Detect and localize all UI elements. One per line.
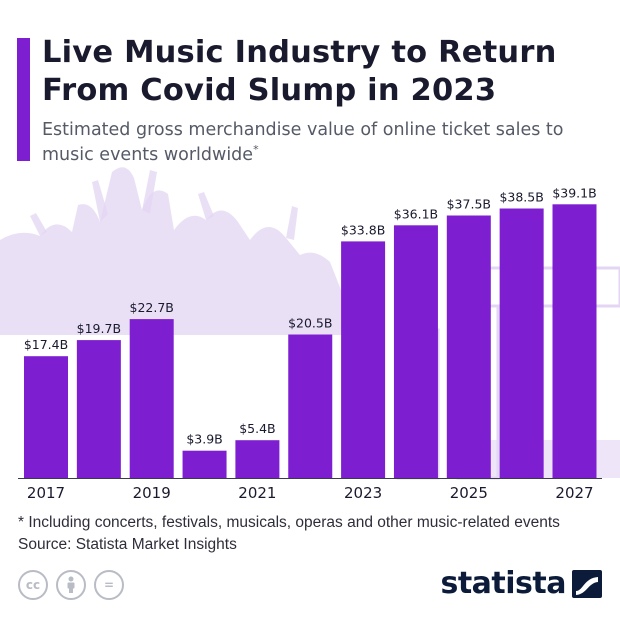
value-label-2021: $5.4B bbox=[239, 421, 275, 436]
x-axis-ticks: 2017 2019 2021 2023 2025 2027 bbox=[27, 484, 594, 502]
subtitle-asterisk: * bbox=[253, 143, 259, 157]
chart-subtitle-text: Estimated gross merchandise value of onl… bbox=[42, 120, 564, 165]
no-derivatives-icon[interactable]: = bbox=[94, 570, 124, 600]
title-accent-bar bbox=[17, 38, 30, 161]
bar-chart: $17.4B $19.7B $22.7B $3.9B $5.4B $20.5B $33.8B… bbox=[0, 167, 620, 502]
statista-logo[interactable]: statista bbox=[440, 566, 602, 601]
value-label-2026: $38.5B bbox=[499, 190, 543, 205]
bar-2017 bbox=[24, 356, 68, 478]
bar-2027 bbox=[552, 204, 597, 479]
bar-2024 bbox=[393, 225, 438, 478]
value-label-2023: $33.8B bbox=[341, 222, 385, 237]
chart-title: Live Music Industry to Return From Covid… bbox=[42, 35, 557, 108]
person-glyph bbox=[67, 576, 75, 593]
value-labels: $17.4B $19.7B $22.7B $3.9B $5.4B $20.5B $33.8B… bbox=[24, 185, 597, 446]
x-tick-2021: 2021 bbox=[238, 484, 276, 502]
bar-2021 bbox=[235, 440, 280, 478]
value-label-2027: $39.1B bbox=[552, 185, 596, 200]
bar-2026 bbox=[499, 208, 544, 478]
bar-series bbox=[24, 204, 597, 479]
x-tick-2027: 2027 bbox=[555, 484, 593, 502]
value-label-2024: $36.1B bbox=[394, 206, 438, 221]
bar-2025 bbox=[446, 215, 491, 478]
value-label-2022: $20.5B bbox=[288, 316, 332, 331]
cc-icon[interactable]: cc bbox=[18, 570, 48, 600]
bar-2022 bbox=[288, 334, 333, 478]
statista-logo-icon bbox=[572, 569, 602, 598]
x-tick-2025: 2025 bbox=[450, 484, 488, 502]
footnote: * Including concerts, festivals, musical… bbox=[18, 514, 560, 531]
bar-2020 bbox=[182, 450, 227, 478]
value-label-2020: $3.9B bbox=[186, 432, 222, 447]
bar-2019 bbox=[129, 319, 174, 478]
bar-2018 bbox=[76, 340, 121, 478]
crowd-silhouette bbox=[0, 167, 345, 335]
license-icons: cc = bbox=[18, 570, 124, 600]
chart-subtitle: Estimated gross merchandise value of onl… bbox=[42, 118, 612, 168]
value-label-2018: $19.7B bbox=[77, 321, 121, 336]
raised-hands bbox=[30, 170, 298, 240]
value-label-2017: $17.4B bbox=[24, 337, 68, 352]
bar-2023 bbox=[341, 241, 386, 478]
source-note: Source: Statista Market Insights bbox=[18, 536, 237, 553]
x-tick-2017: 2017 bbox=[27, 484, 65, 502]
value-label-2025: $37.5B bbox=[447, 197, 491, 212]
attribution-icon[interactable] bbox=[56, 570, 86, 600]
x-tick-2019: 2019 bbox=[133, 484, 171, 502]
brand-name: statista bbox=[440, 566, 566, 601]
value-label-2019: $22.7B bbox=[130, 300, 174, 315]
x-tick-2023: 2023 bbox=[344, 484, 382, 502]
